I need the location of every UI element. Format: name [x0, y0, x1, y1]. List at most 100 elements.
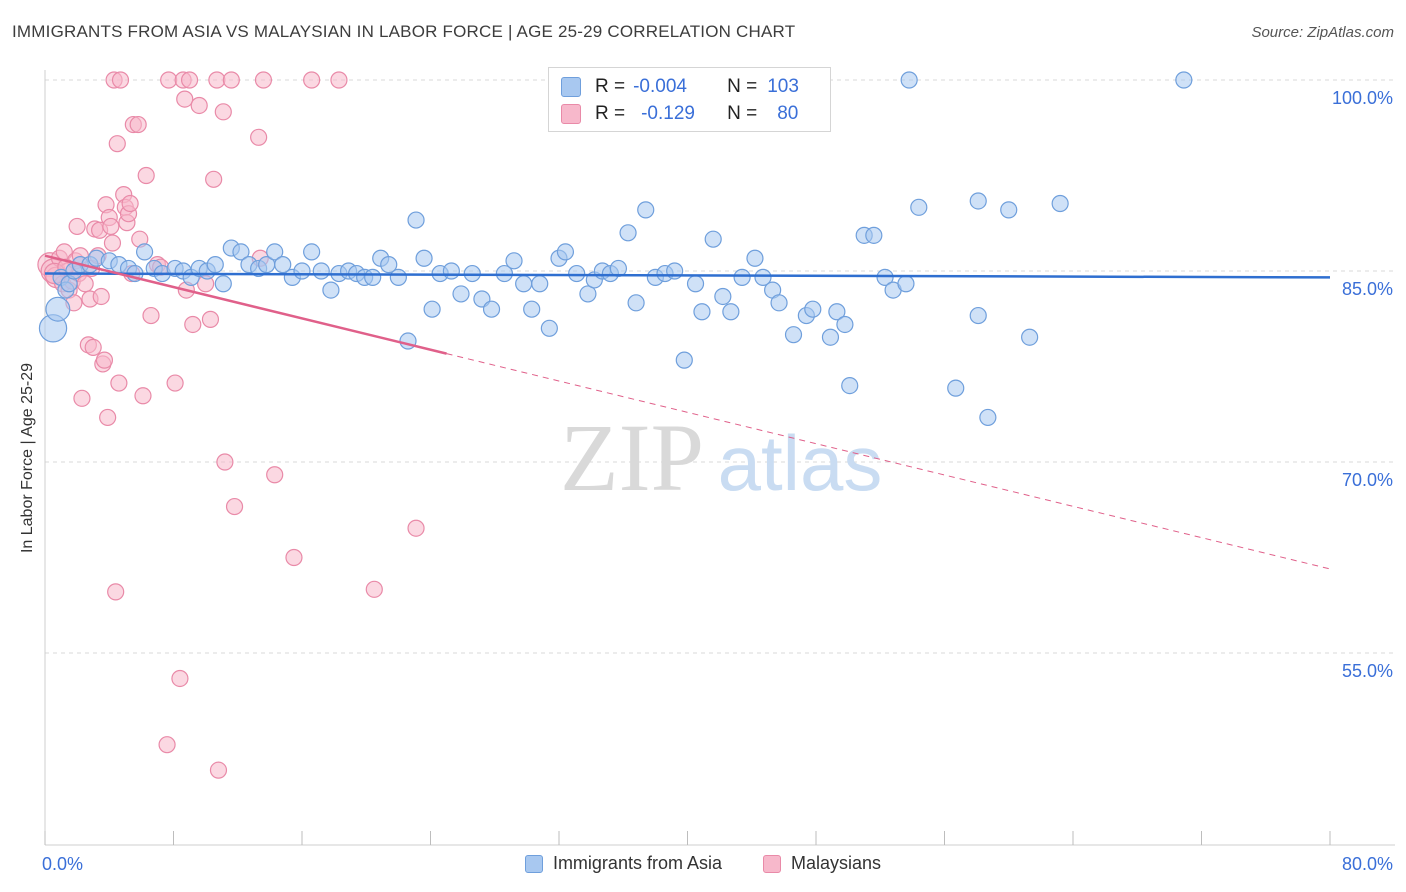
asia-point [897, 275, 915, 293]
asia-point [754, 268, 772, 286]
malaysians-point [121, 194, 139, 213]
asia-point [135, 243, 154, 261]
asia-point [1000, 201, 1018, 219]
asia-point [714, 287, 732, 306]
malaysians-point [176, 90, 194, 108]
asia-point [407, 211, 425, 229]
asia-point [693, 303, 711, 321]
asia-point [746, 249, 764, 267]
malaysians-point [250, 128, 268, 146]
malaysians-point [95, 351, 114, 369]
malaysians-point [330, 71, 348, 89]
y-axis-label: In Labor Force | Age 25-29 [19, 362, 36, 554]
asia-point [523, 300, 541, 318]
malaysians-point [68, 217, 86, 236]
asia-point [482, 300, 501, 318]
asia-point [1021, 328, 1039, 346]
asia-point [900, 71, 918, 89]
y-tick-label: 70.0% [1342, 470, 1393, 490]
malaysians-point [92, 287, 110, 306]
malaysians-point [184, 315, 202, 334]
asia-point [947, 379, 965, 397]
asia-point [733, 268, 751, 286]
malaysians-point [266, 466, 284, 484]
malaysians-point [171, 669, 189, 688]
asia-point [704, 230, 722, 248]
x-tick-label-max: 80.0% [1342, 854, 1393, 874]
r-value: -0.004 [633, 76, 687, 97]
asia-point [540, 319, 558, 337]
malaysians-trend-line [44, 254, 447, 355]
malaysians-point [76, 275, 94, 293]
asia-point [214, 275, 232, 293]
axes [44, 70, 1395, 846]
asia-point [686, 275, 705, 293]
asia-point [1175, 71, 1193, 89]
asia-point [232, 243, 250, 261]
asia-point [322, 281, 340, 299]
malaysians-point [137, 166, 155, 185]
asia-point [505, 252, 523, 270]
trend-lines [44, 254, 1331, 570]
malaysians-point [365, 580, 383, 598]
legend-item-asia[interactable]: Immigrants from Asia [524, 853, 722, 874]
legend-label-malaysians: Malaysians [791, 853, 882, 873]
asia-legend-swatch [524, 854, 543, 873]
malaysians-point [208, 71, 226, 89]
asia-point [495, 264, 513, 283]
r-label: R = [595, 76, 626, 97]
asia-point [380, 256, 398, 274]
malaysians-point [205, 170, 223, 188]
asia-point [1051, 194, 1069, 213]
asia-point [784, 326, 803, 344]
asia-point [619, 224, 637, 242]
malaysians-point [190, 96, 208, 115]
malaysians-point [110, 374, 128, 392]
malaysians-points [37, 71, 425, 779]
n-label: N = [727, 76, 758, 97]
watermark-atlas: atlas [718, 419, 883, 507]
malaysians-trend-extension [446, 353, 1331, 570]
asia-point [303, 243, 321, 261]
legend-item-malaysians[interactable]: Malaysians [763, 853, 881, 874]
malaysians-point [180, 71, 199, 89]
malaysians-point [73, 389, 91, 407]
asia-point [675, 351, 693, 369]
malaysians-point [201, 310, 220, 328]
asia-point [627, 294, 645, 312]
asia-point [206, 256, 224, 274]
asia-swatch [561, 77, 581, 97]
asia-point [415, 249, 433, 267]
n-label: N = [727, 103, 758, 124]
y-tick-label: 100.0% [1332, 88, 1393, 108]
asia-point [910, 198, 928, 216]
asia-point [531, 275, 549, 293]
asia-point [865, 226, 883, 244]
x-tick-label-min: 0.0% [42, 854, 83, 874]
malaysians-point [142, 306, 160, 325]
y-tick-label: 85.0% [1342, 279, 1393, 299]
asia-point [515, 275, 533, 293]
legend-label-asia: Immigrants from Asia [552, 853, 722, 873]
malaysians-swatch [561, 104, 581, 124]
malaysians-point [134, 387, 152, 405]
asia-point [423, 300, 441, 318]
malaysians-point [129, 115, 147, 134]
tick-labels: 55.0% 70.0% 85.0% 100.0% 0.0% 80.0% [42, 88, 1393, 874]
asia-point [45, 296, 71, 322]
asia-point [442, 262, 460, 280]
malaysians-point [303, 71, 321, 89]
stats-row-malaysians: R = -0.129 N = 80 [561, 101, 798, 127]
stats-row-asia: R = -0.004 N = 103 [561, 74, 799, 100]
n-value: 80 [777, 103, 799, 124]
source-label: Source: ZipAtlas.com [1251, 24, 1394, 41]
asia-point [841, 377, 859, 395]
malaysians-point [222, 71, 240, 89]
asia-point [876, 268, 894, 286]
asia-point [828, 303, 846, 321]
asia-point [274, 256, 292, 274]
asia-point [312, 262, 330, 280]
malaysians-point [107, 583, 125, 601]
watermark-zip: ZIP [560, 404, 704, 511]
